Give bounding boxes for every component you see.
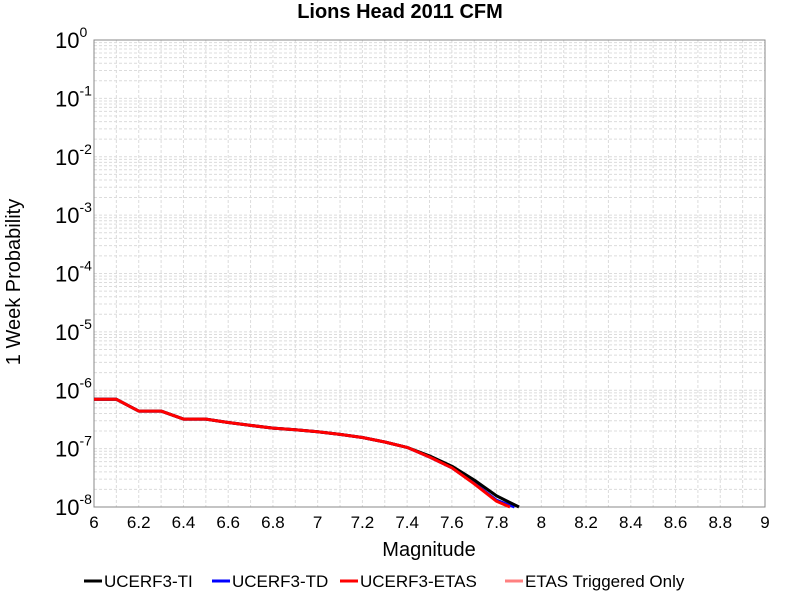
x-tick-label: 7.8	[485, 513, 509, 532]
series-line-ucerf3-etas	[94, 397, 511, 509]
x-tick-label: 8.6	[664, 513, 688, 532]
x-tick-label: 7.2	[351, 513, 375, 532]
x-tick-label: 6.8	[261, 513, 285, 532]
legend-item: UCERF3-ETAS	[340, 572, 477, 591]
x-tick-label: 9	[760, 513, 769, 532]
y-tick-label: 10-6	[55, 374, 92, 403]
legend-item: UCERF3-TD	[212, 572, 328, 591]
x-tick-label: 8	[537, 513, 546, 532]
x-tick-label: 7.6	[440, 513, 464, 532]
legend-item: UCERF3-TI	[84, 572, 193, 591]
legend-item: ETAS Triggered Only	[505, 572, 685, 591]
legend-label: ETAS Triggered Only	[525, 572, 685, 591]
legend: UCERF3-TI UCERF3-TD UCERF3-ETAS ETAS Trigge…	[84, 572, 685, 591]
legend-label: UCERF3-TD	[232, 572, 328, 591]
y-tick-label: 10-3	[55, 199, 92, 228]
x-axis-label: Magnitude	[382, 539, 475, 561]
y-tick-label: 10-5	[55, 316, 92, 345]
y-tick-label: 100	[55, 24, 87, 53]
x-tick-label: 7	[313, 513, 322, 532]
y-tick-label: 10-1	[55, 82, 92, 111]
x-tick-label: 7.4	[395, 513, 419, 532]
x-tick-labels: 6 6.2 6.4 6.6 6.8 7 7.2 7.4 7.6 7.8 8 8.2 8.4 8.6 8.8 9	[89, 513, 769, 532]
y-tick-labels: 100 10-1 10-2 10-3 10-4 10-5 10-6 10-7 10-8	[55, 24, 92, 520]
y-tick-label: 10-4	[55, 258, 92, 287]
x-tick-label: 8.4	[619, 513, 643, 532]
y-axis-label: 1 Week Probability	[3, 199, 25, 365]
x-tick-label: 8.2	[574, 513, 598, 532]
plot-area-frame	[93, 39, 766, 508]
x-tick-label: 6.6	[216, 513, 240, 532]
y-tick-label: 10-7	[55, 433, 92, 462]
series-layer	[94, 397, 520, 509]
x-tick-label: 8.8	[708, 513, 732, 532]
series-line-ucerf3-ti	[94, 397, 520, 509]
y-tick-label: 10-8	[55, 491, 92, 520]
legend-label: UCERF3-TI	[104, 572, 193, 591]
y-tick-label: 10-2	[55, 141, 92, 170]
chart-title: Lions Head 2011 CFM	[297, 1, 503, 23]
x-tick-label: 6.4	[172, 513, 196, 532]
legend-label: UCERF3-ETAS	[360, 572, 477, 591]
x-tick-label: 6	[89, 513, 98, 532]
x-tick-label: 6.2	[127, 513, 151, 532]
grid-layer	[93, 40, 766, 508]
